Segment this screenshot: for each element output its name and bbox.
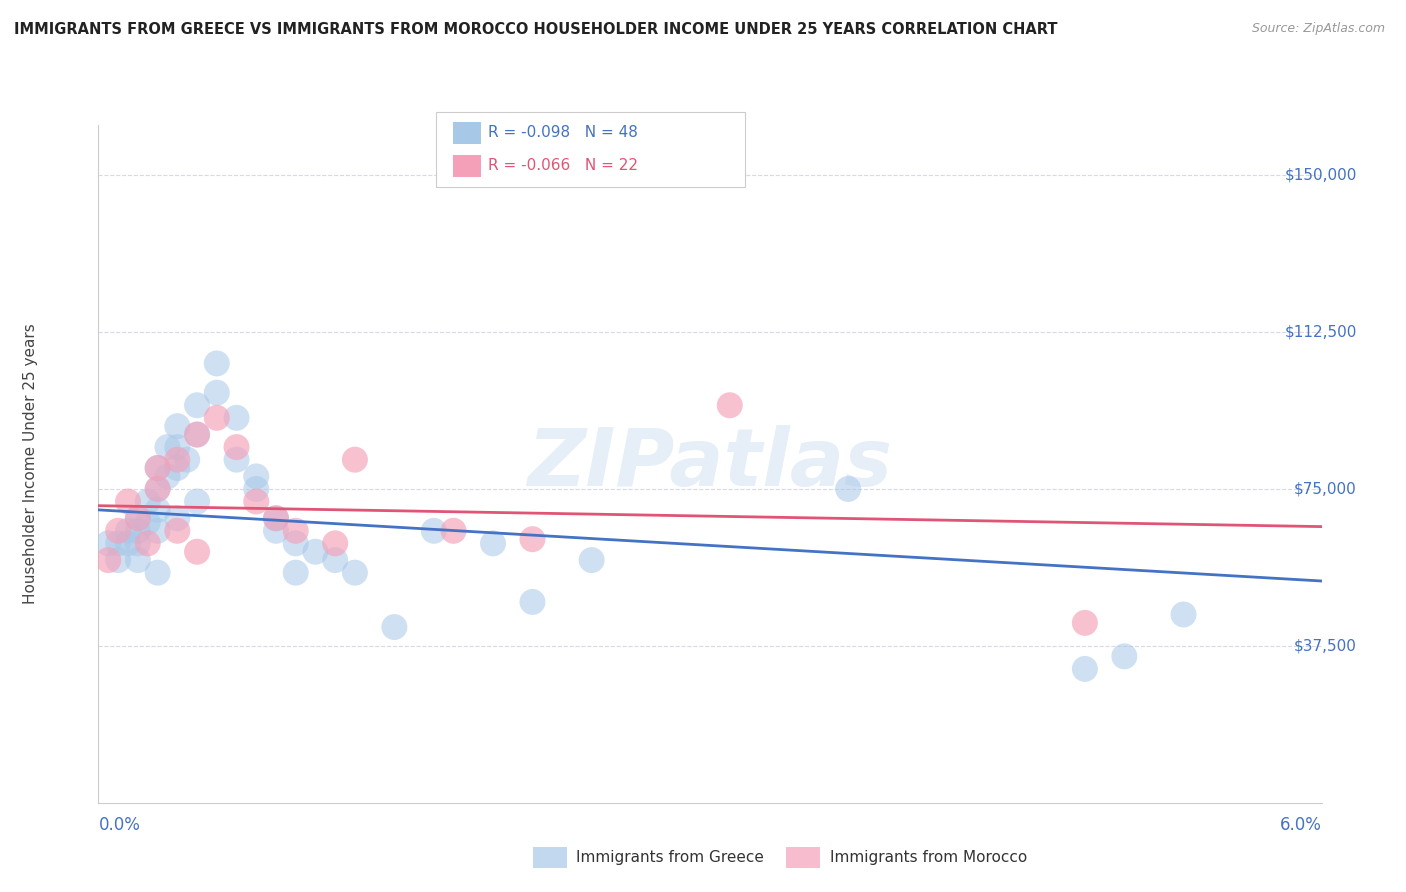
- Point: [146, 461, 169, 475]
- Point: [245, 469, 267, 483]
- Point: [146, 566, 169, 580]
- Point: [127, 524, 149, 538]
- Text: 6.0%: 6.0%: [1279, 816, 1322, 834]
- Point: [146, 524, 169, 538]
- Point: [522, 595, 544, 609]
- Point: [176, 452, 198, 467]
- Text: $150,000: $150,000: [1285, 168, 1357, 183]
- Point: [205, 410, 228, 425]
- Point: [245, 494, 267, 508]
- Point: [117, 494, 139, 508]
- Text: R = -0.066   N = 22: R = -0.066 N = 22: [488, 159, 638, 173]
- Point: [186, 545, 208, 559]
- Point: [136, 536, 159, 550]
- Point: [107, 536, 129, 550]
- Point: [127, 511, 149, 525]
- Point: [97, 536, 120, 550]
- Point: [186, 427, 208, 442]
- Point: [522, 532, 544, 546]
- Point: [107, 553, 129, 567]
- Text: Immigrants from Morocco: Immigrants from Morocco: [830, 850, 1026, 864]
- Text: $112,500: $112,500: [1285, 325, 1357, 340]
- Point: [225, 452, 247, 467]
- Point: [186, 427, 208, 442]
- Point: [166, 511, 188, 525]
- Point: [718, 398, 741, 412]
- Point: [107, 524, 129, 538]
- Point: [423, 524, 446, 538]
- Point: [284, 536, 307, 550]
- Text: Source: ZipAtlas.com: Source: ZipAtlas.com: [1251, 22, 1385, 36]
- Point: [127, 511, 149, 525]
- Point: [264, 511, 287, 525]
- Point: [205, 385, 228, 400]
- Point: [146, 482, 169, 496]
- Point: [482, 536, 505, 550]
- Point: [1074, 615, 1097, 630]
- Point: [127, 536, 149, 550]
- Point: [323, 536, 346, 550]
- Point: [156, 469, 179, 483]
- Point: [146, 482, 169, 496]
- Point: [245, 482, 267, 496]
- Point: [284, 566, 307, 580]
- Point: [186, 398, 208, 412]
- Point: [443, 524, 465, 538]
- Text: IMMIGRANTS FROM GREECE VS IMMIGRANTS FROM MOROCCO HOUSEHOLDER INCOME UNDER 25 YE: IMMIGRANTS FROM GREECE VS IMMIGRANTS FRO…: [14, 22, 1057, 37]
- Point: [304, 545, 326, 559]
- Text: Immigrants from Greece: Immigrants from Greece: [576, 850, 765, 864]
- Point: [323, 553, 346, 567]
- Point: [166, 461, 188, 475]
- Point: [166, 452, 188, 467]
- Point: [225, 440, 247, 454]
- Point: [264, 511, 287, 525]
- Point: [1074, 662, 1097, 676]
- Point: [382, 620, 405, 634]
- Point: [166, 524, 188, 538]
- Point: [343, 566, 366, 580]
- Point: [225, 410, 247, 425]
- Point: [117, 536, 139, 550]
- Point: [284, 524, 307, 538]
- Text: $75,000: $75,000: [1294, 482, 1357, 497]
- Point: [146, 461, 169, 475]
- Text: Householder Income Under 25 years: Householder Income Under 25 years: [24, 324, 38, 604]
- Point: [97, 553, 120, 567]
- Point: [1114, 649, 1136, 664]
- Point: [117, 524, 139, 538]
- Point: [136, 516, 159, 530]
- Point: [166, 419, 188, 434]
- Text: 0.0%: 0.0%: [98, 816, 141, 834]
- Point: [837, 482, 859, 496]
- Point: [205, 356, 228, 370]
- Point: [1173, 607, 1195, 622]
- Point: [166, 440, 188, 454]
- Point: [264, 524, 287, 538]
- Point: [343, 452, 366, 467]
- Text: $37,500: $37,500: [1294, 639, 1357, 653]
- Point: [186, 494, 208, 508]
- Point: [127, 553, 149, 567]
- Point: [146, 503, 169, 517]
- Text: R = -0.098   N = 48: R = -0.098 N = 48: [488, 126, 638, 140]
- Point: [156, 440, 179, 454]
- Point: [581, 553, 603, 567]
- Point: [136, 494, 159, 508]
- Text: ZIPatlas: ZIPatlas: [527, 425, 893, 503]
